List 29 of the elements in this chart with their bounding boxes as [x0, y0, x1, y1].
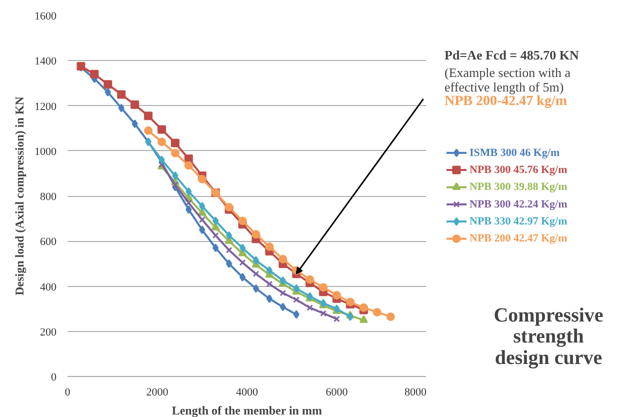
y-tick-label: 1200 [34, 100, 57, 113]
y-tick-label: 200 [40, 326, 57, 338]
y-tick-label: 0 [51, 372, 57, 384]
y-tick-label: 400 [40, 281, 57, 294]
x-tick-label: 6000 [326, 386, 348, 398]
legend-label: NPB 200 42.47 Kg/m [470, 232, 568, 245]
y-tick-label: 800 [40, 191, 57, 203]
text: (Example section with a [444, 64, 571, 80]
x-tick-label: 0 [64, 386, 71, 398]
x-axis-title: Length of the member in mm [172, 404, 322, 417]
legend-label: NPB 330 42.97 Kg/m [470, 216, 568, 228]
x-tick-label: 4000 [236, 386, 258, 398]
text: design curve [494, 347, 602, 370]
text: Compressive [494, 304, 604, 326]
x-tick-label: 2000 [146, 386, 169, 398]
x-tick-label: 8000 [404, 386, 427, 398]
y-tick-label: 1000 [34, 146, 57, 158]
legend-label: NPB 300 39.88 Kg/m [470, 181, 568, 194]
text: Pd=Ae Fcd = 485.70 KN [444, 48, 580, 63]
legend-label: NPB 300 45.76 Kg/m [470, 164, 568, 176]
y-tick-label: 600 [40, 236, 57, 248]
y-tick-label: 1600 [34, 10, 57, 22]
legend-label: NPB 300 42.24 Kg/m [470, 198, 568, 210]
y-tick-label: 1400 [34, 56, 57, 68]
text: strength [513, 326, 584, 348]
text: effective length of 5m) [444, 79, 564, 94]
legend-label: ISMB 300 46 Kg/m [470, 146, 560, 159]
text: NPB 200-42.47 kg/m [444, 94, 568, 110]
y-axis-title: Design load (Axial compression) in KN [12, 96, 26, 296]
